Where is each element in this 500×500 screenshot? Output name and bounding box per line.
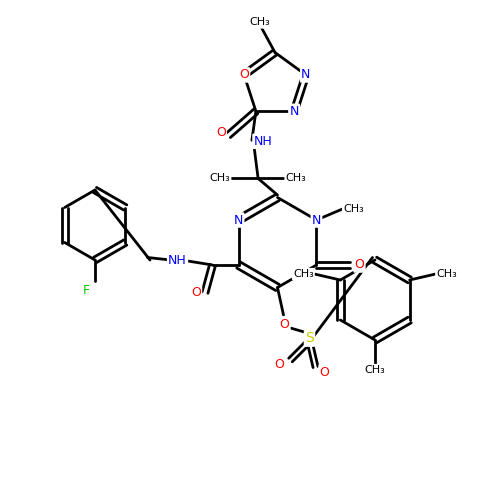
Text: CH₃: CH₃	[286, 174, 306, 184]
Text: N: N	[312, 214, 321, 226]
Text: NH: NH	[254, 135, 272, 148]
Text: O: O	[191, 286, 201, 299]
Text: N: N	[301, 68, 310, 82]
Text: CH₃: CH₃	[343, 204, 364, 214]
Text: O: O	[216, 126, 226, 140]
Text: CH₃: CH₃	[293, 269, 314, 279]
Text: O: O	[239, 68, 249, 82]
Text: CH₃: CH₃	[436, 269, 457, 279]
Text: CH₃: CH₃	[364, 365, 386, 375]
Text: N: N	[234, 214, 243, 226]
Text: S: S	[305, 332, 314, 345]
Text: O: O	[280, 318, 289, 330]
Text: CH₃: CH₃	[210, 174, 231, 184]
Text: O: O	[354, 258, 364, 272]
Text: O: O	[320, 366, 330, 378]
Text: O: O	[274, 358, 284, 372]
Text: CH₃: CH₃	[250, 18, 270, 28]
Text: N: N	[290, 105, 299, 118]
Text: NH: NH	[168, 254, 187, 266]
Text: F: F	[82, 284, 89, 298]
